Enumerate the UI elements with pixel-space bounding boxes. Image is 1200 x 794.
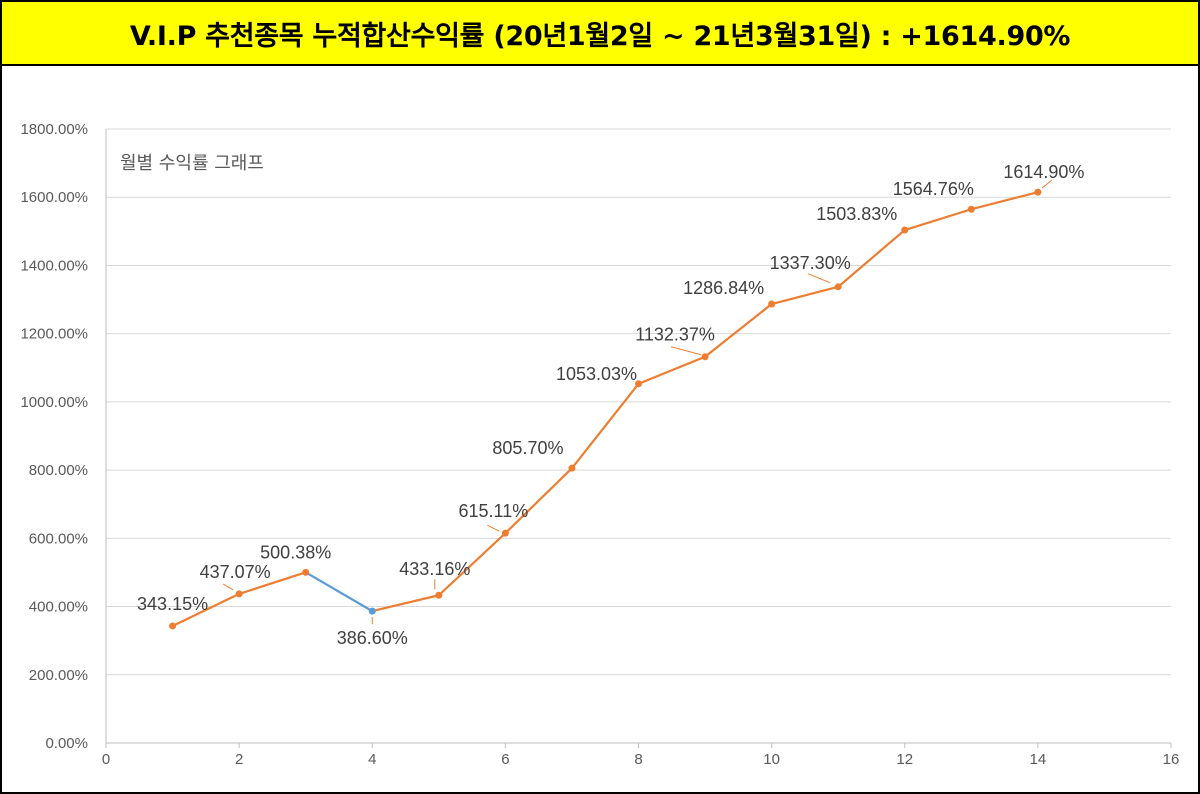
y-tick-label: 1400.00% <box>20 257 88 274</box>
data-label: 433.16% <box>399 559 470 579</box>
series-points <box>169 188 1042 630</box>
page-title: V.I.P 추천종목 누적합산수익률 (20년1월2일 ~ 21년3월31일) … <box>129 20 1071 52</box>
series-segment <box>970 191 1039 211</box>
y-tick-label: 1600.00% <box>20 189 88 206</box>
x-tick-label: 4 <box>368 751 376 768</box>
y-tick-label: 0.00% <box>45 735 88 752</box>
data-point <box>435 591 443 599</box>
series-segment <box>171 592 241 628</box>
chart-subtitle: 월별 수익률 그래프 <box>120 153 264 174</box>
series-segment <box>570 382 640 470</box>
axes: 0.00% 200.00% 400.00% 600.00% 800.00% 1000.00… <box>20 121 1179 768</box>
data-label: 1564.76% <box>893 179 974 199</box>
data-point <box>901 226 909 234</box>
data-label: 386.60% <box>337 628 408 648</box>
data-point <box>768 300 776 308</box>
data-label: 1614.90% <box>1003 162 1084 182</box>
series-segment <box>504 467 574 535</box>
data-point <box>967 205 975 213</box>
x-tick-label: 12 <box>896 751 913 768</box>
data-label: 1337.30% <box>770 253 851 273</box>
label-leader <box>222 583 234 591</box>
series-line <box>171 191 1039 628</box>
data-label: 500.38% <box>260 542 331 562</box>
y-tick-label: 1200.00% <box>20 326 88 343</box>
label-leader <box>670 346 702 356</box>
series-segment <box>637 355 707 385</box>
series-segment <box>703 302 773 358</box>
x-tick-label: 10 <box>763 751 780 768</box>
data-point <box>302 568 310 576</box>
x-tick-label: 16 <box>1163 751 1180 768</box>
data-point <box>635 380 642 388</box>
x-tick-label: 0 <box>102 751 110 768</box>
data-point <box>568 464 576 472</box>
x-tick-label: 14 <box>1030 751 1047 768</box>
label-leader <box>487 524 500 532</box>
label-leaders <box>222 179 1053 625</box>
data-label: 1132.37% <box>635 325 715 345</box>
series-segment <box>837 228 906 288</box>
series-segment <box>437 532 507 597</box>
data-point <box>701 353 709 361</box>
data-point <box>368 607 376 615</box>
series-segment <box>371 594 440 613</box>
data-point <box>235 590 243 598</box>
data-labels: 343.15% 437.07%500.38% 386.60% 433.16% 615.1… <box>137 162 1084 648</box>
data-label: 1503.83% <box>816 204 897 224</box>
data-label: 437.07% <box>200 562 271 582</box>
data-label: 615.11% <box>459 501 529 521</box>
y-tick-label: 1000.00% <box>20 394 88 411</box>
data-point <box>1034 188 1042 196</box>
series-segment <box>770 285 840 306</box>
x-tick-label: 8 <box>634 751 642 768</box>
label-leader <box>807 273 831 284</box>
data-label: 1286.84% <box>683 278 764 298</box>
y-tick-label: 600.00% <box>29 530 88 547</box>
series-segment <box>903 208 973 232</box>
x-tick-label: 2 <box>235 751 243 768</box>
label-leader <box>1041 179 1053 189</box>
data-label: 343.15% <box>137 594 208 614</box>
x-tick-label: 6 <box>501 751 509 768</box>
y-tick-label: 800.00% <box>29 462 88 479</box>
y-tick-label: 200.00% <box>29 667 88 684</box>
title-bar: V.I.P 추천종목 누적합산수익률 (20년1월2일 ~ 21년3월31일) … <box>2 2 1198 66</box>
data-point <box>834 283 842 291</box>
series-segment <box>238 571 307 596</box>
y-tick-label: 400.00% <box>29 599 88 616</box>
data-point <box>501 529 509 537</box>
data-point <box>169 622 177 630</box>
gridlines <box>106 128 1171 676</box>
y-tick-label: 1800.00% <box>20 121 88 138</box>
series-segment <box>304 571 374 613</box>
data-label: 1053.03% <box>556 364 637 384</box>
line-chart: 0.00% 200.00% 400.00% 600.00% 800.00% 1000.00… <box>20 121 1179 768</box>
data-label: 805.70% <box>492 438 563 458</box>
